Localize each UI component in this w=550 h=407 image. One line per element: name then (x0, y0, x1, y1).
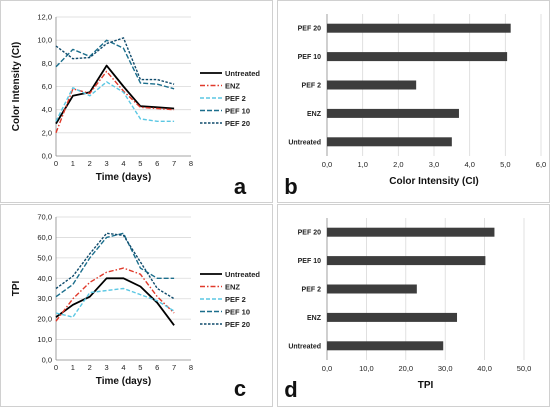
panel-a-x-tick-label: 1 (71, 159, 75, 168)
panel-a-x-axis-label: Time (days) (96, 172, 151, 183)
panel-a-series-line-untreated (55, 64, 175, 125)
panel-a-x-tick-label: 3 (105, 159, 109, 168)
panel-c-x-tick-label: 1 (71, 363, 75, 372)
panel-a-series-line-enz (55, 70, 175, 134)
panel-b-x-tick-label: 3,0 (429, 160, 439, 169)
panel-c-y-tick-label: 60,0 (37, 233, 52, 242)
panel-d-x-tick-label: 0,0 (322, 364, 332, 373)
panel-c-y-tick-label: 50,0 (37, 253, 52, 262)
panel-b-category-label: ENZ (307, 111, 322, 118)
panel-a-letter: a (234, 174, 247, 199)
panel-d-bar-enz (327, 312, 458, 322)
panel-d-bar-untreated (327, 341, 444, 351)
panel-a-x-tick-label: 7 (172, 159, 176, 168)
panel-b-x-tick-label: 0,0 (322, 160, 332, 169)
panel-d-category-label: Untreated (288, 343, 321, 350)
panel-b-bar-untreated (327, 137, 452, 147)
panel-d-x-tick-label: 40,0 (477, 364, 492, 373)
panel-d-x-axis-label: TPI (418, 380, 434, 391)
panel-a-x-tick-label: 2 (88, 159, 92, 168)
panel-b-category-label: PEF 2 (302, 83, 322, 90)
panel-a-series-line-pef-20 (55, 37, 175, 85)
panel-a-x-tick-label: 8 (189, 159, 193, 168)
panel-c-x-tick-label: 0 (54, 363, 58, 372)
panel-c-legend-label: Untreated (225, 270, 260, 279)
panel-b-x-tick-label: 1,0 (357, 160, 367, 169)
panel-a-frame (0, 0, 273, 203)
panel-c-series-line-untreated (55, 277, 175, 326)
panel-c-x-tick-label: 7 (172, 363, 176, 372)
panel-a-x-tick-label: 5 (138, 159, 142, 168)
panel-c-legend-label: ENZ (225, 282, 240, 291)
panel-d-bar-pef-10 (327, 256, 486, 266)
panel-d-x-tick-label: 10,0 (359, 364, 374, 373)
panel-c-y-tick-label: 20,0 (37, 315, 52, 324)
panel-a-y-tick-label: 12,0 (37, 13, 52, 22)
panel-c-y-tick-label: 30,0 (37, 294, 52, 303)
panel-b-category-label: PEF 10 (298, 54, 321, 61)
panel-c-x-tick-label: 5 (138, 363, 142, 372)
panel-d-category-label: PEF 20 (298, 230, 321, 237)
panel-c-y-tick-label: 0,0 (42, 356, 52, 365)
panel-b-x-tick-label: 6,0 (536, 160, 546, 169)
panel-b-bar-enz (327, 108, 459, 118)
panel-a-legend-label: PEF 10 (225, 106, 250, 115)
panel-c-series-line-pef-20 (55, 232, 175, 300)
panel-a-legend-label: PEF 2 (225, 94, 246, 103)
panel-c-x-tick-label: 3 (105, 363, 109, 372)
panel-c-x-tick-label: 8 (189, 363, 193, 372)
panel-c-y-tick-label: 10,0 (37, 335, 52, 344)
panel-a-x-tick-label: 0 (54, 159, 58, 168)
panel-a-y-tick-label: 8,0 (42, 59, 52, 68)
panel-a-y-tick-label: 6,0 (42, 82, 52, 91)
panel-a-legend-label: PEF 20 (225, 119, 250, 128)
panel-a-y-tick-label: 4,0 (42, 105, 52, 114)
panel-d-category-label: ENZ (307, 315, 322, 322)
panel-b-category-label: Untreated (288, 139, 321, 146)
panel-b-x-axis-label: Color Intensity (CI) (389, 176, 478, 187)
panel-a-y-tick-label: 10,0 (37, 36, 52, 45)
panel-d-x-tick-label: 30,0 (438, 364, 453, 373)
panel-c-y-tick-label: 70,0 (37, 213, 52, 222)
panel-c-series-line-pef-10 (55, 232, 175, 298)
panel-c-series-line-enz (55, 267, 175, 322)
panel-b-x-tick-label: 5,0 (500, 160, 510, 169)
panel-d-category-label: PEF 2 (302, 287, 322, 294)
panel-a-y-tick-label: 2,0 (42, 128, 52, 137)
panel-c-x-axis-label: Time (days) (96, 376, 151, 387)
panel-d-bar-pef-2 (327, 284, 417, 294)
panel-c-x-tick-label: 2 (88, 363, 92, 372)
panel-c-y-tick-label: 40,0 (37, 274, 52, 283)
panel-a-x-tick-label: 4 (121, 159, 125, 168)
panel-b-x-tick-label: 2,0 (393, 160, 403, 169)
panel-d-x-tick-label: 50,0 (517, 364, 532, 373)
panel-c-series-line-pef-2 (55, 287, 175, 318)
panel-b-bar-pef-2 (327, 80, 417, 90)
panel-c-x-tick-label: 6 (155, 363, 159, 372)
panel-a-legend-label: ENZ (225, 81, 240, 90)
panel-c-legend-label: PEF 20 (225, 320, 250, 329)
panel-c-legend-label: PEF 2 (225, 295, 246, 304)
panel-d-letter: d (284, 377, 297, 402)
panel-b-bar-pef-20 (327, 23, 511, 33)
panel-a-series-line-pef-2 (55, 81, 175, 123)
panel-d-category-label: PEF 10 (298, 258, 321, 265)
panel-c-y-axis-label: TPI (11, 281, 22, 297)
panel-b-x-tick-label: 4,0 (464, 160, 474, 169)
panel-b-letter: b (284, 174, 297, 199)
panel-a-legend-label: Untreated (225, 69, 260, 78)
panel-a-x-tick-label: 6 (155, 159, 159, 168)
panel-c-legend-label: PEF 10 (225, 307, 250, 316)
panel-c-letter: c (234, 376, 246, 401)
panel-a-series-line-pef-10 (55, 39, 175, 90)
panel-d-bar-pef-20 (327, 227, 495, 237)
panel-c-x-tick-label: 4 (121, 363, 125, 372)
panel-a-y-tick-label: 0,0 (42, 152, 52, 161)
panel-b-category-label: PEF 20 (298, 26, 321, 33)
panel-d-x-tick-label: 20,0 (398, 364, 413, 373)
panel-a-y-axis-label: Color Intensity (CI) (11, 42, 22, 131)
panel-b-bar-pef-10 (327, 52, 508, 62)
